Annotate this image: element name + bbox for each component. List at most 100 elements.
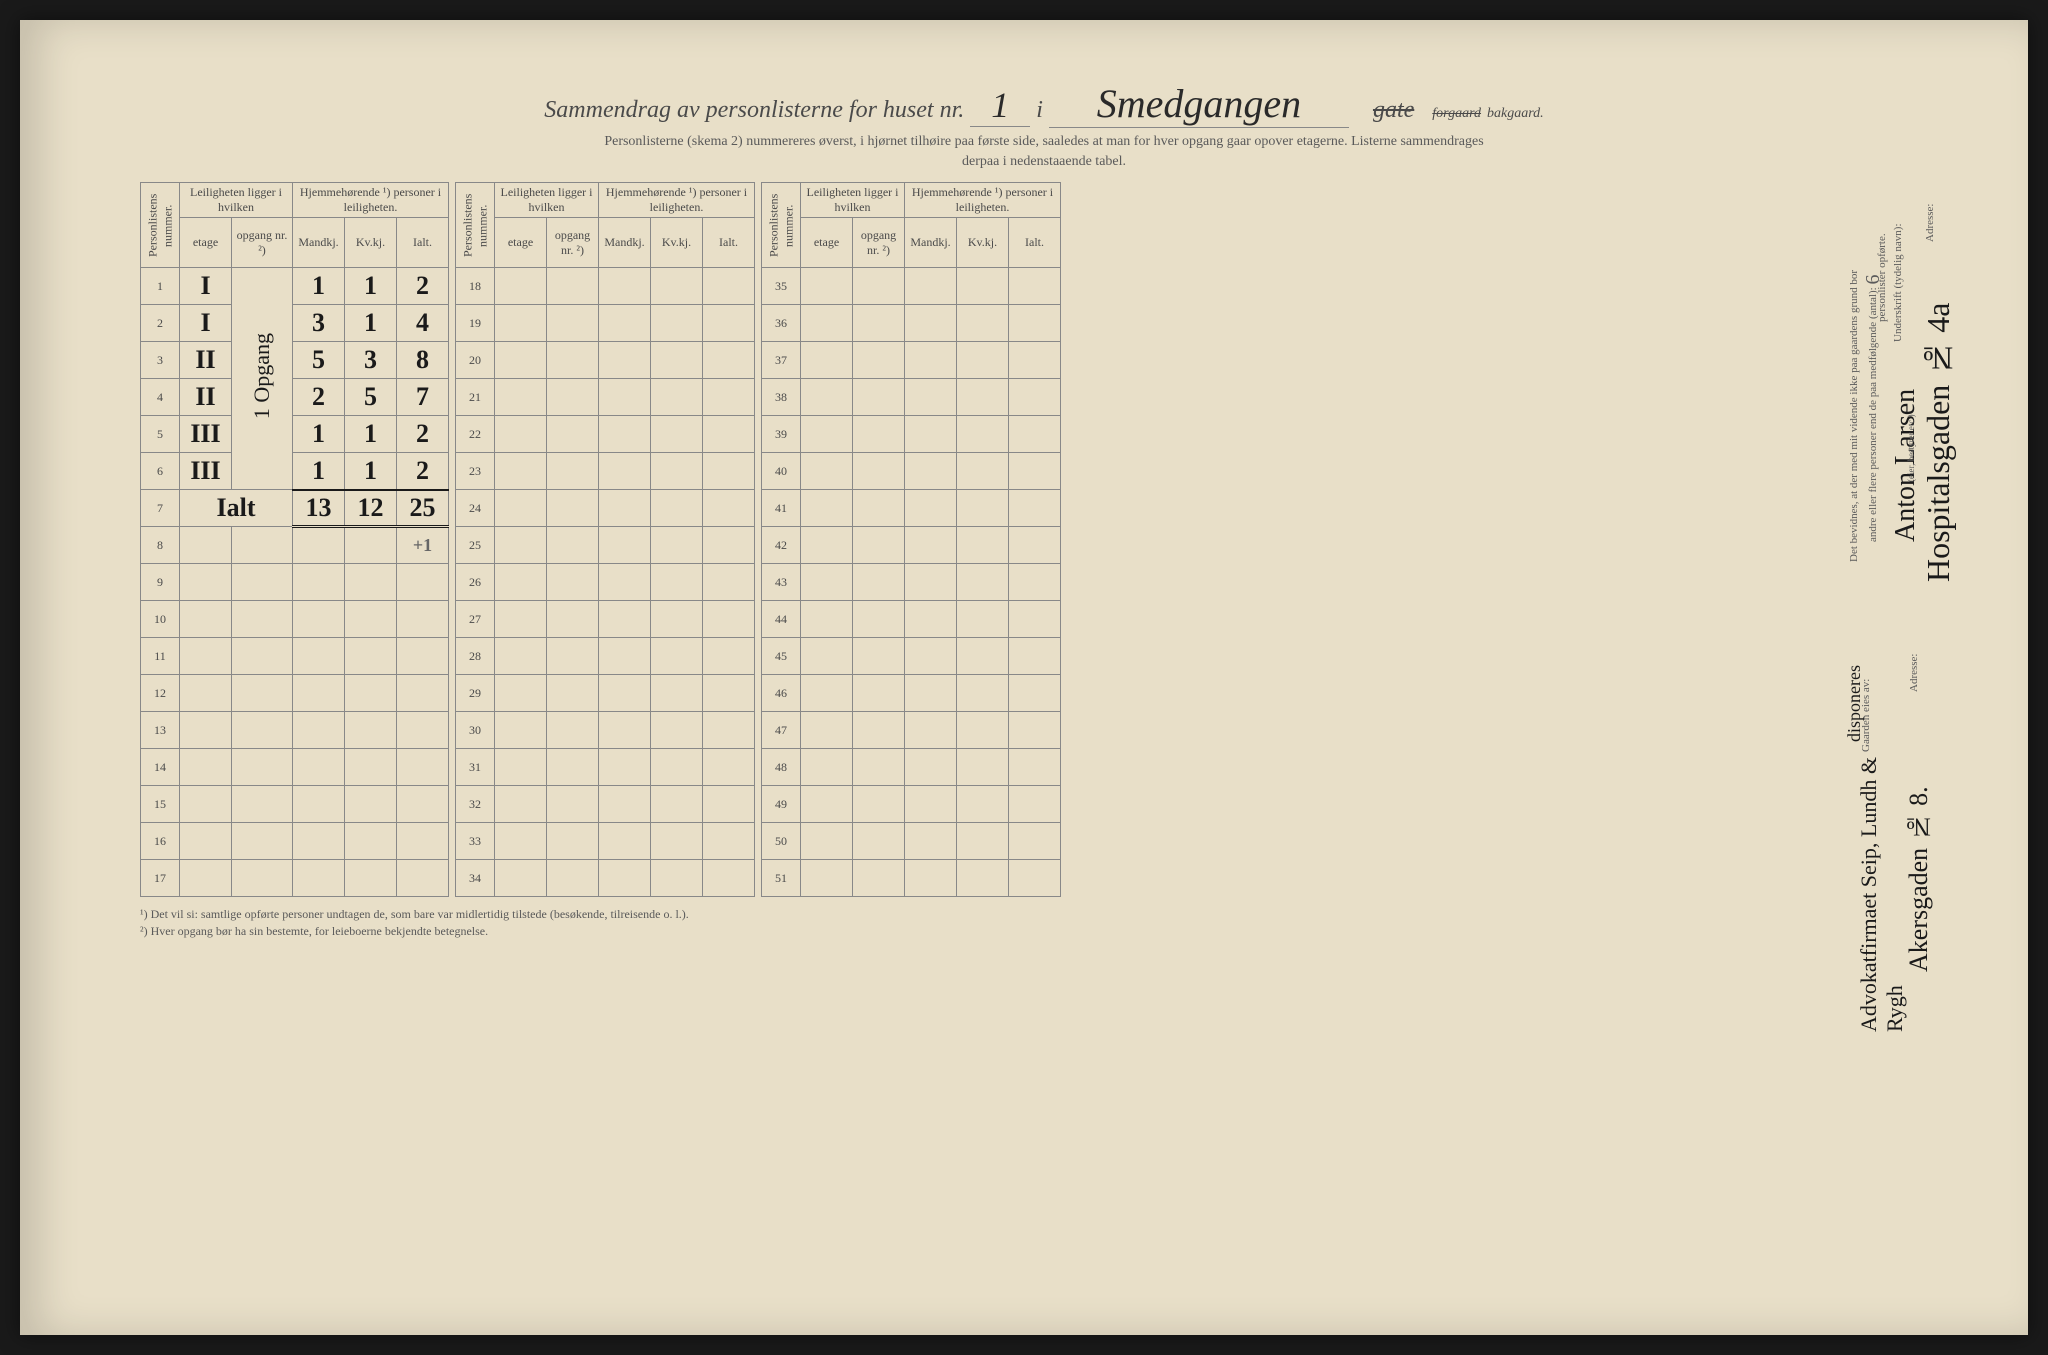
empty-cell: [703, 527, 755, 564]
attest-text-1: Det bevidnes, at der med mit vidende ikk…: [1848, 182, 1860, 562]
empty-cell: [703, 675, 755, 712]
middle-word: i: [1036, 97, 1043, 123]
empty-cell: [547, 490, 599, 527]
row-number: 20: [456, 342, 495, 379]
empty-cell: [1009, 342, 1061, 379]
empty-cell: [547, 305, 599, 342]
empty-cell: [801, 638, 853, 675]
house-number: 1: [970, 84, 1030, 127]
cell-k: [345, 601, 397, 638]
cell-opgang: [232, 712, 293, 749]
empty-cell: [1009, 712, 1061, 749]
row-number: 8: [141, 527, 180, 564]
table-row: 17: [141, 860, 449, 897]
row-number: 14: [141, 749, 180, 786]
empty-cell: [547, 379, 599, 416]
empty-cell: [547, 564, 599, 601]
col-personlistens: Personlistens nummer.: [141, 183, 180, 268]
table-row: 44: [762, 601, 1061, 638]
empty-cell: [651, 638, 703, 675]
empty-cell: [801, 786, 853, 823]
cell-opgang: [232, 638, 293, 675]
empty-cell: [651, 564, 703, 601]
table-row: 19: [456, 305, 755, 342]
cell-etage: [180, 712, 232, 749]
cell-m: [293, 712, 345, 749]
empty-cell: [801, 305, 853, 342]
empty-cell: [853, 564, 905, 601]
empty-cell: [495, 342, 547, 379]
col-leiligheten-group: Leiligheten ligger i hvilken: [801, 183, 905, 218]
row-number: 45: [762, 638, 801, 675]
col-personlistens: Personlistens nummer.: [456, 183, 495, 268]
table-row: 24: [456, 490, 755, 527]
cell-m: 1: [293, 416, 345, 453]
empty-cell: [599, 268, 651, 305]
table-row: 51: [762, 860, 1061, 897]
empty-cell: [651, 527, 703, 564]
empty-cell: [651, 860, 703, 897]
row-number: 39: [762, 416, 801, 453]
empty-cell: [853, 601, 905, 638]
empty-cell: [1009, 860, 1061, 897]
cell-i: 2: [397, 453, 449, 490]
empty-cell: [599, 712, 651, 749]
empty-cell: [651, 305, 703, 342]
empty-cell: [1009, 638, 1061, 675]
empty-cell: [495, 564, 547, 601]
gaarden-value: Advokatfirmaet Seip, Lundh & Rygh: [1856, 752, 1908, 1032]
empty-cell: [853, 268, 905, 305]
empty-cell: [957, 675, 1009, 712]
cell-opgang: [232, 749, 293, 786]
table-row: 32: [456, 786, 755, 823]
col-etage: etage: [495, 218, 547, 268]
empty-cell: [905, 453, 957, 490]
empty-cell: [495, 416, 547, 453]
row-number: 43: [762, 564, 801, 601]
table-row: 31: [456, 749, 755, 786]
table-row: 28: [456, 638, 755, 675]
cell-opgang: [232, 786, 293, 823]
empty-cell: [651, 416, 703, 453]
col-ialt: Ialt.: [703, 218, 755, 268]
empty-cell: [703, 453, 755, 490]
empty-cell: [703, 490, 755, 527]
empty-cell: [495, 268, 547, 305]
title-prefix: Sammendrag av personlisterne for huset n…: [544, 97, 964, 123]
row-number: 34: [456, 860, 495, 897]
empty-cell: [599, 305, 651, 342]
cell-opgang: [232, 564, 293, 601]
empty-cell: [1009, 749, 1061, 786]
bakgaard: bakgaard.: [1487, 106, 1544, 121]
row-number: 35: [762, 268, 801, 305]
empty-cell: [1009, 379, 1061, 416]
totals-k: 12: [345, 490, 397, 527]
empty-cell: [703, 416, 755, 453]
col-opgang: opgang nr. ²): [232, 218, 293, 268]
empty-cell: [1009, 601, 1061, 638]
empty-cell: [1009, 823, 1061, 860]
empty-cell: [703, 823, 755, 860]
empty-cell: [495, 786, 547, 823]
table-row: 37: [762, 342, 1061, 379]
table-row: 8+1: [141, 527, 449, 564]
underskrift-label: Underskrift (tydelig navn):: [1892, 182, 1904, 342]
empty-cell: [547, 416, 599, 453]
cell-m: [293, 786, 345, 823]
adresse-label: Adresse:: [1924, 182, 1936, 242]
empty-cell: [853, 305, 905, 342]
table-row: 45: [762, 638, 1061, 675]
side-panel: Det bevidnes, at der med mit vidende ikk…: [1848, 182, 1948, 897]
cell-m: [293, 749, 345, 786]
table-row: 23: [456, 453, 755, 490]
empty-cell: [853, 527, 905, 564]
row-number: 7: [141, 490, 180, 527]
empty-cell: [905, 416, 957, 453]
empty-cell: [1009, 416, 1061, 453]
table-row: 16: [141, 823, 449, 860]
empty-cell: [599, 638, 651, 675]
table-row: 4II257: [141, 379, 449, 416]
table-row: 22: [456, 416, 755, 453]
row-number: 31: [456, 749, 495, 786]
row-number: 5: [141, 416, 180, 453]
